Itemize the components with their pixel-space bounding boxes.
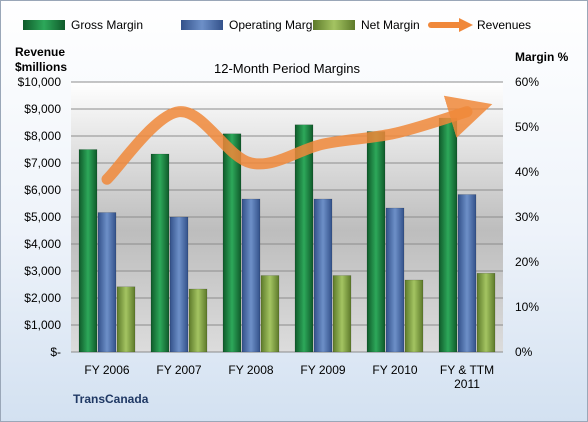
legend-swatch-gross-margin (23, 20, 65, 30)
legend-label-operating-margin: Operating Margin (229, 18, 322, 32)
right-tick-label: 20% (515, 255, 539, 269)
right-tick-label: 10% (515, 300, 539, 314)
legend-label-gross-margin: Gross Margin (71, 18, 143, 32)
bar-gross-margin (222, 133, 242, 353)
left-tick-label: $7,000 (24, 156, 61, 170)
left-tick-label: $8,000 (24, 129, 61, 143)
bars-group (78, 117, 496, 353)
left-axis-title-2: $millions (15, 60, 67, 74)
x-tick-label: FY 2010 (372, 363, 417, 377)
bar-operating-margin (457, 194, 477, 353)
left-tick-label: $6,000 (24, 183, 61, 197)
bar-operating-margin (313, 198, 333, 353)
bar-net-margin (116, 286, 136, 353)
left-tick-label: $10,000 (18, 75, 62, 89)
x-tick-label: FY 2006 (84, 363, 129, 377)
x-tick-label: FY 2007 (156, 363, 201, 377)
x-axis-labels: FY 2006 FY 2007 FY 2008 FY 2009 FY 2010 FY & … (84, 363, 494, 391)
left-axis-title-1: Revenue (15, 45, 65, 59)
x-tick-label: FY 2009 (300, 363, 345, 377)
bar-operating-margin (169, 216, 189, 353)
revenues-line (101, 95, 493, 185)
bar-gross-margin (294, 124, 314, 353)
left-tick-label: $5,000 (24, 210, 61, 224)
bar-net-margin (476, 273, 496, 353)
company-name: TransCanada (73, 392, 149, 406)
bar-gross-margin (78, 149, 98, 353)
bar-net-margin (332, 275, 352, 353)
left-tick-label: $2,000 (24, 291, 61, 305)
right-axis-ticks: 0% 10% 20% 30% 40% 50% 60% (515, 75, 539, 359)
x-tick-label: FY 2008 (228, 363, 273, 377)
bar-gross-margin (366, 131, 386, 353)
left-axis-ticks: $- $1,000 $2,000 $3,000 $4,000 $5,000 $6,000 $7… (18, 75, 62, 359)
legend-swatch-net-margin (313, 20, 355, 30)
bar-net-margin (404, 279, 424, 353)
right-axis-title: Margin % (515, 50, 569, 64)
right-tick-label: 50% (515, 120, 539, 134)
legend-swatch-operating-margin (181, 20, 223, 30)
legend-label-revenues: Revenues (477, 18, 531, 32)
legend-label-net-margin: Net Margin (361, 18, 420, 32)
bar-net-margin (188, 288, 208, 353)
left-tick-label: $3,000 (24, 264, 61, 278)
bar-operating-margin (97, 212, 117, 353)
right-tick-label: 0% (515, 345, 533, 359)
left-tick-label: $4,000 (24, 237, 61, 251)
left-tick-label: $9,000 (24, 102, 61, 116)
bar-gross-margin (150, 153, 170, 353)
bar-gross-margin (438, 117, 458, 353)
legend-arrow-icon (459, 18, 473, 32)
bar-operating-margin (385, 207, 405, 353)
left-tick-label: $- (50, 345, 61, 359)
bar-operating-margin (241, 198, 261, 353)
legend: Gross Margin Operating Margin Net Margin Re… (23, 18, 531, 32)
right-tick-label: 60% (515, 75, 539, 89)
left-tick-label: $1,000 (24, 318, 61, 332)
bar-net-margin (260, 275, 280, 353)
x-tick-label: FY & TTM 2011 (440, 363, 494, 391)
right-tick-label: 40% (515, 165, 539, 179)
right-tick-label: 30% (515, 210, 539, 224)
chart-title: 12-Month Period Margins (214, 61, 360, 76)
